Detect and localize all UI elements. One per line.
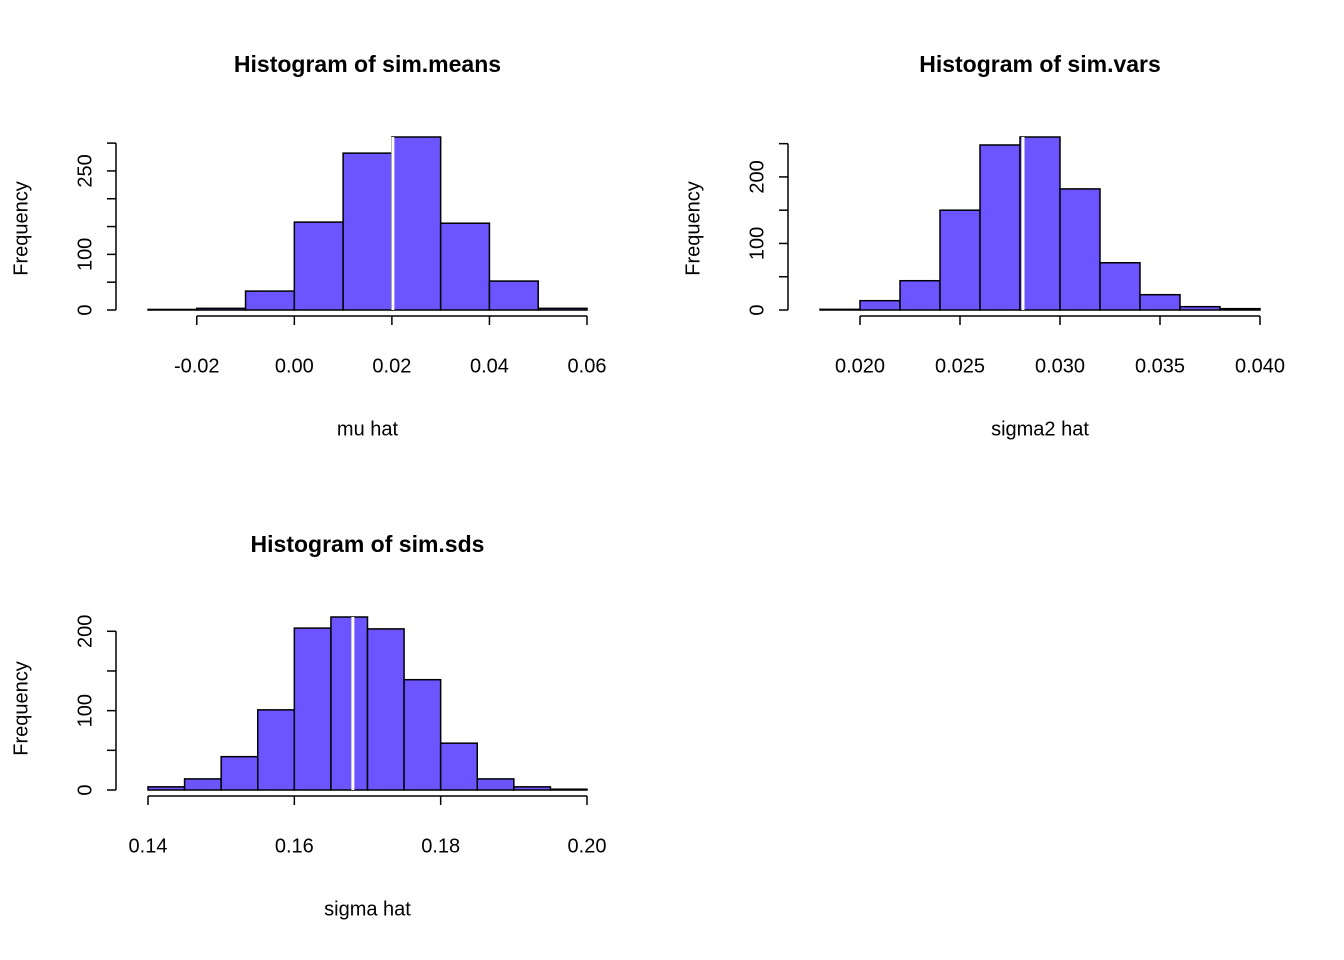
bar — [330, 616, 369, 791]
bar — [537, 307, 588, 311]
x-tick-label: 0.025 — [935, 355, 985, 377]
chart-title: Histogram of sim.vars — [919, 51, 1161, 77]
y-tick-label: 0 — [74, 784, 96, 795]
bar — [244, 290, 296, 311]
y-axis-label: Frequency — [10, 181, 32, 276]
bar — [1219, 307, 1261, 311]
y-axis-label: Frequency — [682, 181, 704, 276]
chart-title: Histogram of sim.sds — [251, 531, 485, 557]
x-tick-label: 0.040 — [1235, 355, 1285, 377]
bar — [488, 280, 539, 311]
y-tick-label: 0 — [74, 304, 96, 315]
bar — [220, 755, 259, 791]
x-tick-label: 0.14 — [129, 835, 168, 857]
bar — [147, 786, 186, 791]
bar — [439, 222, 491, 311]
bar — [939, 209, 981, 311]
y-tick-label: 200 — [746, 160, 768, 193]
bar — [147, 308, 198, 311]
x-tick-label: 0.18 — [421, 835, 460, 857]
x-tick-label: 0.020 — [835, 355, 885, 377]
bar — [257, 709, 296, 791]
bar — [1099, 262, 1141, 311]
bar — [342, 152, 393, 311]
histogram-panel: Histogram of sim.sds sigma hat Frequency 0.… — [10, 531, 606, 920]
bar — [513, 786, 552, 791]
x-tick-label: 0.00 — [275, 355, 314, 377]
bar — [1179, 305, 1221, 311]
chart-title: Histogram of sim.means — [234, 51, 501, 77]
x-axis-label: sigma2 hat — [991, 418, 1089, 440]
y-tick-label: 0 — [746, 304, 768, 315]
bar — [403, 678, 442, 791]
bar — [293, 627, 332, 791]
bar — [196, 307, 247, 311]
bar — [1059, 188, 1101, 311]
x-tick-label: 0.20 — [568, 835, 607, 857]
y-axis-label: Frequency — [10, 661, 32, 756]
bar — [1019, 136, 1061, 311]
bar — [366, 628, 405, 791]
bar — [549, 788, 588, 791]
y-tick-label: 200 — [74, 615, 96, 648]
bar — [439, 742, 478, 791]
bar — [819, 308, 861, 311]
bar — [1139, 293, 1181, 311]
x-tick-label: 0.16 — [275, 835, 314, 857]
x-tick-label: 0.06 — [568, 355, 607, 377]
bar — [899, 279, 941, 311]
y-tick-label: 250 — [74, 154, 96, 187]
histogram-panel: Histogram of sim.means mu hat Frequency -0.… — [10, 51, 606, 440]
x-axis-label: sigma hat — [324, 898, 411, 920]
y-tick-label: 100 — [74, 694, 96, 727]
bar — [293, 221, 344, 311]
y-tick-label: 100 — [74, 238, 96, 271]
histogram-panel: Histogram of sim.vars sigma2 hat Frequency… — [682, 51, 1285, 440]
x-axis-label: mu hat — [337, 418, 399, 440]
bar — [979, 144, 1021, 311]
y-tick-label: 100 — [746, 227, 768, 260]
x-tick-label: 0.04 — [470, 355, 509, 377]
x-tick-label: 0.02 — [372, 355, 411, 377]
x-tick-label: -0.02 — [174, 355, 220, 377]
bar — [183, 778, 222, 791]
bar — [391, 136, 442, 311]
x-tick-label: 0.035 — [1135, 355, 1185, 377]
bar — [859, 299, 901, 311]
bar — [476, 778, 515, 791]
x-tick-label: 0.030 — [1035, 355, 1085, 377]
